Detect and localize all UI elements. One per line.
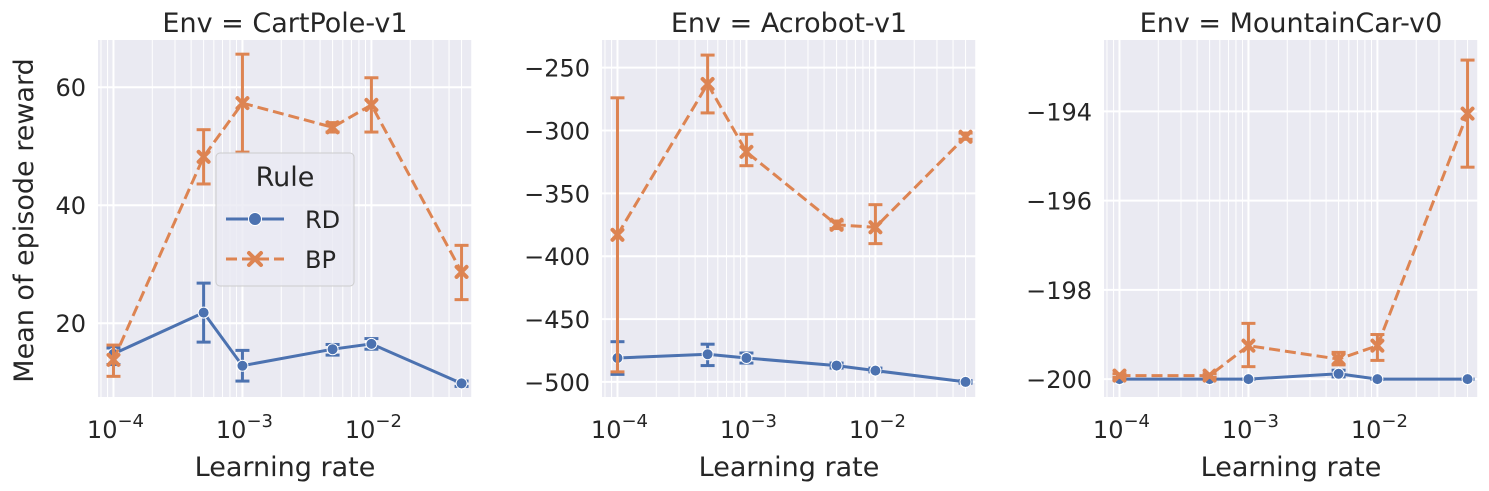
x-tick-label: 10−3 [1222, 411, 1279, 444]
data-point [196, 149, 211, 164]
series-line [617, 352, 966, 384]
data-point [455, 377, 468, 390]
data-point [1332, 367, 1345, 380]
data-point [364, 97, 379, 112]
series-bp [106, 52, 469, 378]
data-point [1242, 373, 1255, 386]
x-axis-label: Learning rate [195, 452, 376, 483]
y-tick-label: −350 [524, 180, 590, 208]
data-point [365, 337, 378, 350]
plot-background [1104, 40, 1478, 397]
data-point [829, 217, 844, 232]
data-point [868, 220, 883, 235]
series-bp [610, 53, 973, 374]
x-axis-label: Learning rate [1201, 452, 1382, 483]
panel-2: Env = Acrobot-v1 −500 −450 −400 −350 −300 −250… [524, 8, 977, 483]
data-point [106, 352, 121, 367]
data-point [958, 129, 973, 144]
x-tick-label: 10−2 [1351, 411, 1408, 444]
data-point [739, 144, 754, 159]
y-tick-label: −500 [524, 369, 590, 397]
series-bp [1112, 58, 1475, 383]
y-tick-label: −196 [1026, 188, 1092, 216]
legend-marker [247, 251, 263, 267]
data-point [869, 364, 882, 377]
data-point [235, 96, 250, 111]
data-point [701, 348, 714, 361]
series-line [616, 81, 967, 236]
legend: Rule RD BP [215, 152, 355, 287]
data-point [1461, 373, 1474, 386]
panel-1: Env = CartPole-v1 20 40 60 10−4 10−3 10−2 Learn… [9, 8, 473, 483]
legend-label-bp: BP [305, 246, 336, 274]
data-point [1370, 338, 1385, 353]
plot-background [602, 40, 976, 397]
y-tick-label: −300 [524, 118, 590, 146]
y-tick-label: −198 [1026, 277, 1092, 305]
data-point [454, 264, 469, 279]
data-point [1331, 352, 1346, 367]
x-tick-label: 10−4 [591, 411, 648, 444]
y-tick-label: −200 [1026, 366, 1092, 394]
data-point [1241, 338, 1256, 353]
y-tick-label: −400 [524, 243, 590, 271]
data-point [197, 306, 210, 319]
x-tick-label: 10−2 [849, 411, 906, 444]
data-point [326, 343, 339, 356]
legend-label-rd: RD [305, 206, 340, 234]
y-tick-label: 60 [55, 74, 86, 102]
data-point [700, 76, 715, 91]
series-line [1119, 113, 1469, 378]
series-rd [610, 340, 973, 388]
y-tick-label: 20 [55, 310, 86, 338]
panel-3: Env = MountainCar-v0 −200 −198 −196 −194 10−4… [1026, 8, 1479, 483]
data-point [959, 375, 972, 388]
x-tick-label: 10−3 [720, 411, 777, 444]
data-point [325, 120, 340, 135]
panel-title: Env = CartPole-v1 [162, 8, 407, 39]
series-line [112, 101, 463, 361]
data-point [830, 359, 843, 372]
y-tick-label: −250 [524, 55, 590, 83]
data-point [1202, 368, 1217, 383]
data-point [1460, 106, 1475, 121]
x-tick-label: 10−3 [216, 411, 273, 444]
y-tick-label: 40 [55, 192, 86, 220]
legend-marker [248, 212, 262, 226]
data-point [1112, 368, 1127, 383]
x-tick-label: 10−2 [345, 411, 402, 444]
y-tick-label: −450 [524, 306, 590, 334]
panel-title: Env = MountainCar-v0 [1140, 8, 1443, 39]
legend-title: Rule [256, 162, 315, 193]
y-tick-label: −194 [1026, 98, 1092, 126]
data-point [610, 227, 625, 242]
series-line [1119, 372, 1468, 381]
x-axis-label: Learning rate [699, 452, 880, 483]
x-tick-label: 10−4 [1093, 411, 1150, 444]
series-line [112, 310, 463, 385]
series-rd [106, 281, 469, 390]
y-axis-label: Mean of episode reward [9, 58, 40, 382]
x-tick-label: 10−4 [87, 411, 144, 444]
data-point [236, 359, 249, 372]
panel-title: Env = Acrobot-v1 [671, 8, 907, 39]
data-point [1371, 373, 1384, 386]
data-point [740, 352, 753, 365]
